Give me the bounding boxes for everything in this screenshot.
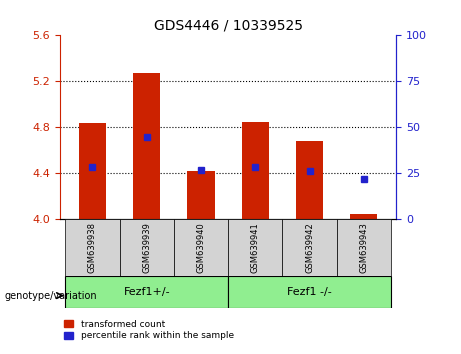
Text: Fezf1 -/-: Fezf1 -/- (287, 287, 332, 297)
FancyBboxPatch shape (228, 219, 283, 276)
FancyBboxPatch shape (174, 219, 228, 276)
Text: GSM639943: GSM639943 (360, 222, 368, 273)
Bar (188, 171, 215, 219)
FancyBboxPatch shape (337, 219, 391, 276)
Bar (296, 141, 323, 219)
FancyBboxPatch shape (65, 219, 120, 276)
Legend: transformed count, percentile rank within the sample: transformed count, percentile rank withi… (65, 320, 234, 340)
FancyBboxPatch shape (228, 276, 391, 308)
Text: Fezf1+/-: Fezf1+/- (124, 287, 170, 297)
Bar (79, 123, 106, 219)
Bar (350, 214, 378, 219)
Text: GSM639939: GSM639939 (142, 222, 151, 273)
Text: genotype/variation: genotype/variation (5, 291, 97, 301)
Bar (242, 122, 269, 219)
Text: GSM639940: GSM639940 (196, 222, 206, 273)
FancyBboxPatch shape (65, 276, 228, 308)
Text: GSM639941: GSM639941 (251, 222, 260, 273)
Text: GSM639942: GSM639942 (305, 222, 314, 273)
FancyBboxPatch shape (283, 219, 337, 276)
FancyBboxPatch shape (120, 219, 174, 276)
Title: GDS4446 / 10339525: GDS4446 / 10339525 (154, 19, 303, 33)
Text: GSM639938: GSM639938 (88, 222, 97, 273)
Bar (133, 73, 160, 219)
